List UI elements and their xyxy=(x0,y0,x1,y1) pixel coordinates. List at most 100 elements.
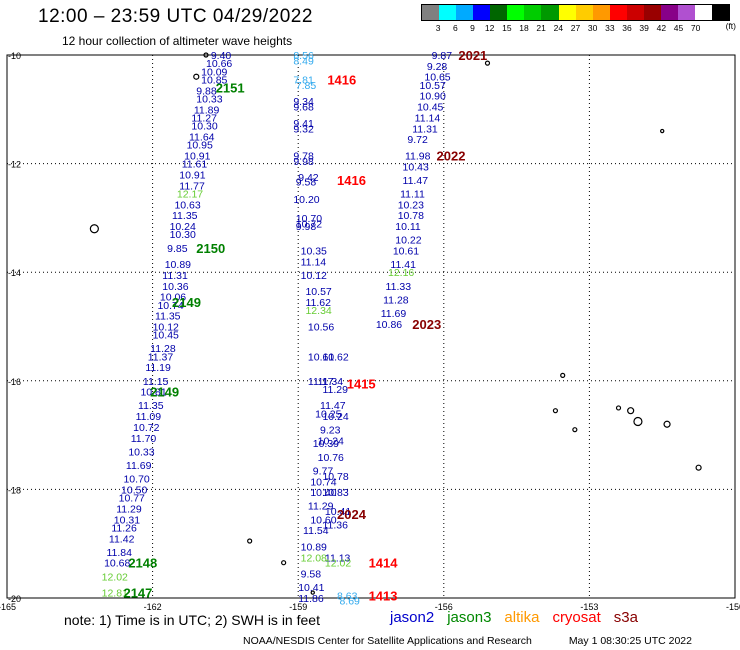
footer: NOAA/NESDIS Center for Satellite Applica… xyxy=(243,635,692,647)
x-tick-label: -159 xyxy=(289,602,307,612)
wave-height-value: 10.77 xyxy=(119,493,145,505)
color-scale-label: 18 xyxy=(519,23,529,33)
pass-number-label: 2147 xyxy=(123,586,152,601)
wave-height-value: 10.65 xyxy=(424,72,450,84)
wave-height-value: 10.39 xyxy=(313,438,339,450)
color-scale-label: 27 xyxy=(570,23,581,33)
color-scale-label: 9 xyxy=(470,23,475,33)
wave-height-value: 10.95 xyxy=(187,140,213,152)
island-outline xyxy=(560,372,566,378)
wave-height-value: 11.31 xyxy=(412,123,438,135)
y-tick-label: -10 xyxy=(8,51,21,61)
color-swatch xyxy=(422,5,440,20)
color-swatch xyxy=(626,5,644,20)
island-outline xyxy=(615,405,622,411)
wave-height-value: 10.61 xyxy=(393,245,419,257)
plot-frame xyxy=(6,54,736,599)
color-swatch xyxy=(456,5,474,20)
wave-height-value: 9.98 xyxy=(293,156,314,168)
wave-height-value: 8.56 xyxy=(293,50,314,62)
wave-height-value: 9.98 xyxy=(296,221,317,233)
wave-height-value: 11.28 xyxy=(150,343,176,355)
color-scale-label: 42 xyxy=(656,23,667,33)
wave-height-value: 11.89 xyxy=(194,104,220,116)
pass-number-label: 2149 xyxy=(150,385,179,400)
pass-number-label: 1416 xyxy=(337,173,366,188)
island-outline xyxy=(552,408,559,414)
pass-number-label: 2023 xyxy=(412,317,441,332)
wave-height-value: 11.26 xyxy=(111,522,137,534)
wave-height-value: 10.90 xyxy=(420,91,446,103)
y-tick-label: -20 xyxy=(8,594,21,604)
wave-height-value: 9.87 xyxy=(432,50,453,62)
island-outline xyxy=(203,52,209,58)
color-swatch xyxy=(609,5,627,20)
wave-height-value: 10.70 xyxy=(123,474,149,486)
wave-height-value: 10.57 xyxy=(420,80,446,92)
wave-height-value: 9.23 xyxy=(320,425,341,437)
color-swatch xyxy=(677,5,695,20)
wave-height-value: 10.66 xyxy=(206,58,232,70)
wave-height-value: 11.54 xyxy=(303,525,329,537)
x-tick-label: -162 xyxy=(144,602,162,612)
wave-height-value: 10.23 xyxy=(398,199,424,211)
wave-height-value: 9.77 xyxy=(313,465,334,477)
wave-height-value: 10.30 xyxy=(191,121,217,133)
wave-height-value: 11.33 xyxy=(386,281,412,293)
wave-height-value: 9.85 xyxy=(167,243,188,255)
wave-height-value: 11.98 xyxy=(405,150,431,162)
wave-height-value: 10.72 xyxy=(133,422,159,434)
wave-height-value: 10.12 xyxy=(153,322,179,334)
x-tick-label: -150 xyxy=(726,602,740,612)
footer-timestamp: May 1 08:30:25 UTC 2022 xyxy=(568,635,692,647)
wave-height-value: 7.81 xyxy=(293,74,314,86)
wave-height-value: 11.36 xyxy=(322,520,348,532)
wave-height-value: 10.61 xyxy=(308,351,334,363)
wave-height-value: 10.70 xyxy=(296,213,322,225)
wave-height-value: 10.36 xyxy=(162,281,188,293)
wave-height-value: 10.60 xyxy=(310,514,336,526)
x-tick-label: -165 xyxy=(0,602,16,612)
wave-height-value: 10.50 xyxy=(121,484,147,496)
wave-height-value: 10.12 xyxy=(301,270,327,282)
color-swatch xyxy=(695,5,713,20)
satellite-altika: altika xyxy=(504,609,540,626)
color-scale-unit: (ft) xyxy=(725,21,736,31)
pass-number-label: 2150 xyxy=(196,241,225,256)
wave-height-value: 9.72 xyxy=(407,134,428,146)
island-outline xyxy=(193,73,200,80)
wave-height-value: 10.74 xyxy=(157,300,183,312)
wave-height-value: 10.24 xyxy=(318,436,344,448)
x-tick-label: -156 xyxy=(435,602,453,612)
wave-height-value: 11.34 xyxy=(318,376,344,388)
wave-height-value: 12.16 xyxy=(388,267,414,279)
wave-height-value: 10.72 xyxy=(296,218,322,230)
wave-height-value: 10.45 xyxy=(417,102,443,114)
wave-height-value: 9.88 xyxy=(196,85,217,97)
color-scale-label: 70 xyxy=(690,23,701,33)
wave-height-value: 11.61 xyxy=(182,159,208,171)
wave-height-value: 11.47 xyxy=(403,175,429,187)
wave-height-value: 11.64 xyxy=(189,131,215,143)
color-scale-label: 33 xyxy=(605,23,615,33)
pass-number-label: 1416 xyxy=(327,72,356,87)
color-swatch xyxy=(575,5,593,20)
color-swatch xyxy=(643,5,661,20)
color-swatch xyxy=(660,5,678,20)
color-swatch xyxy=(439,5,457,20)
wave-height-value: 11.17 xyxy=(308,376,334,388)
wave-height-value: 9.28 xyxy=(427,61,448,73)
wave-height-value: 9.32 xyxy=(293,123,314,135)
wave-height-value: 10.33 xyxy=(196,93,222,105)
color-scale-label: 45 xyxy=(673,23,684,33)
footer-credit: NOAA/NESDIS Center for Satellite Applica… xyxy=(243,635,532,647)
wave-height-value: 11.11 xyxy=(400,188,425,200)
wave-height-value: 10.20 xyxy=(293,194,319,206)
color-swatch xyxy=(490,5,508,20)
island-outline xyxy=(660,128,665,134)
color-swatch xyxy=(712,5,730,20)
color-swatch xyxy=(541,5,559,20)
wave-height-value: 8.69 xyxy=(339,596,360,608)
wave-height-value: 10.89 xyxy=(165,259,191,271)
